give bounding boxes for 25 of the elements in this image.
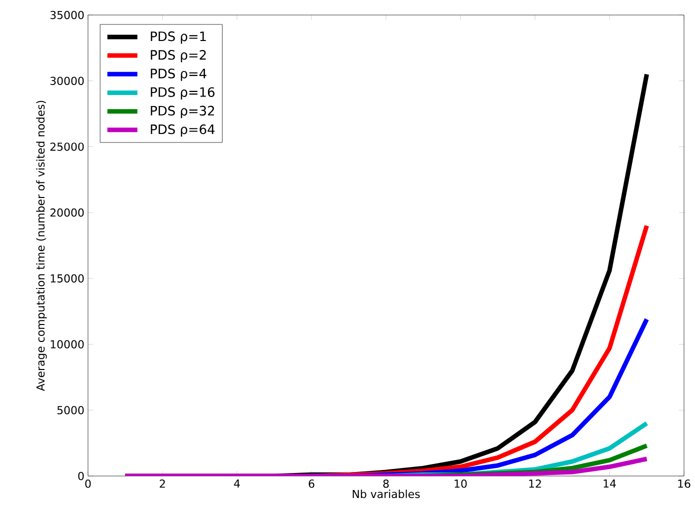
y-axis-title: Average computation time (number of visited nodes) [36, 100, 47, 392]
x-tick-label: 14 [604, 480, 616, 488]
legend-label: PDS ρ=1 [150, 31, 206, 44]
y-tick-label: 15000 [50, 274, 84, 283]
y-tick-label: 30000 [50, 76, 84, 85]
y-tick-label: 35000 [50, 10, 84, 20]
y-tick-label: 5000 [57, 406, 84, 414]
x-tick-label: 2 [160, 480, 165, 488]
legend-label: PDS ρ=2 [150, 50, 206, 62]
x-tick-label: 6 [308, 480, 314, 488]
x-tick-label: 10 [454, 480, 467, 488]
x-axis-title: Nb variables [352, 490, 420, 498]
legend-label: PDS ρ=64 [150, 124, 215, 137]
x-tick-label: 16 [678, 480, 690, 488]
legend-label: PDS ρ=16 [150, 87, 214, 100]
legend-label: PDS ρ=4 [150, 68, 206, 81]
x-tick-label: 12 [529, 480, 541, 488]
x-tick-label: 8 [383, 480, 389, 488]
legend-label: PDS ρ=32 [150, 106, 214, 118]
y-tick-label: 25000 [50, 142, 84, 151]
y-tick-label: 0 [78, 472, 84, 480]
x-tick-label: 0 [85, 480, 91, 488]
y-tick-label: 20000 [50, 208, 84, 217]
x-tick-label: 4 [234, 480, 240, 488]
y-tick-label: 10000 [50, 340, 84, 348]
